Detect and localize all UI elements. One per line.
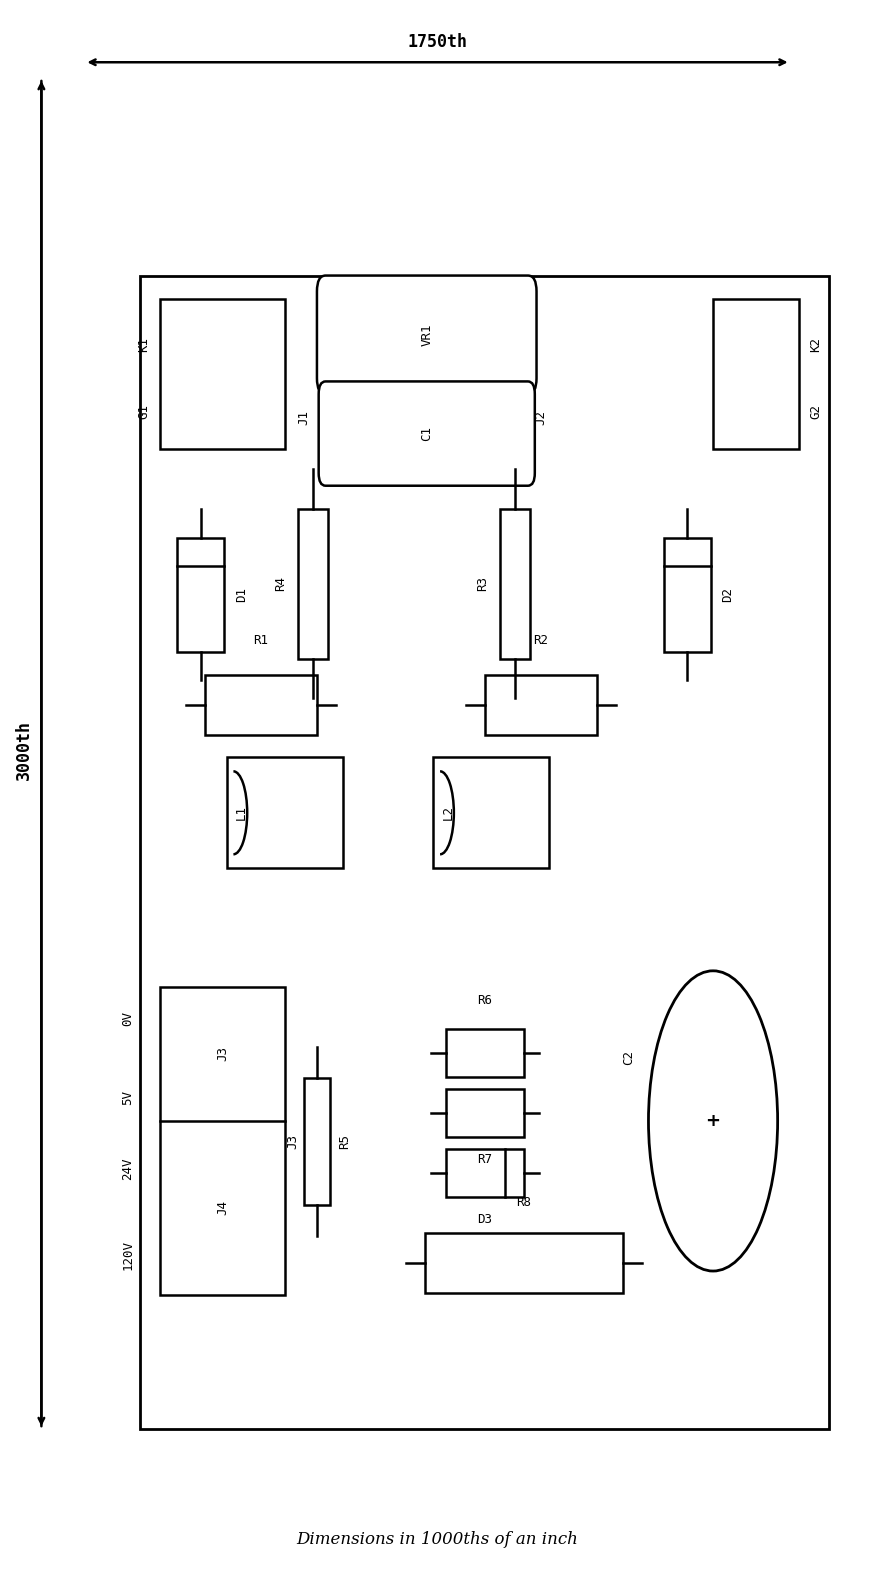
Text: D3: D3 (478, 1213, 493, 1226)
Text: R7: R7 (478, 1152, 493, 1165)
Text: J4: J4 (216, 1200, 229, 1215)
Text: R3: R3 (477, 575, 490, 591)
Bar (177, 537, 224, 652)
Text: C1: C1 (420, 426, 433, 442)
Bar (160, 300, 285, 450)
Text: R5: R5 (339, 1133, 352, 1149)
Text: K1: K1 (136, 336, 150, 352)
Text: R2: R2 (534, 634, 549, 647)
Bar (304, 1078, 330, 1205)
Bar (227, 757, 343, 869)
Text: R1: R1 (254, 634, 269, 647)
Text: 0V: 0V (122, 1011, 135, 1025)
Bar (446, 1030, 523, 1076)
Bar (485, 676, 597, 735)
FancyBboxPatch shape (317, 276, 536, 394)
Text: 1750th: 1750th (408, 33, 467, 51)
Bar (298, 508, 328, 658)
Text: D2: D2 (721, 587, 734, 603)
Bar (446, 1089, 523, 1137)
Text: L1: L1 (235, 805, 248, 821)
Text: R6: R6 (478, 995, 493, 1007)
Bar (205, 676, 317, 735)
Bar (140, 276, 829, 1430)
Text: 3000th: 3000th (15, 719, 33, 779)
Text: L2: L2 (442, 805, 455, 821)
Text: J1: J1 (298, 410, 311, 426)
Bar (663, 537, 710, 652)
Bar (424, 1234, 623, 1293)
Text: +: + (705, 1113, 720, 1130)
Text: Dimensions in 1000ths of an inch: Dimensions in 1000ths of an inch (297, 1532, 578, 1548)
Text: J2: J2 (535, 410, 548, 426)
Text: R8: R8 (516, 1197, 531, 1210)
Bar (160, 987, 285, 1294)
FancyBboxPatch shape (318, 381, 535, 486)
Text: K2: K2 (809, 336, 822, 352)
Bar (433, 757, 550, 869)
Text: D1: D1 (234, 587, 248, 603)
Text: 120V: 120V (122, 1240, 135, 1270)
Text: G2: G2 (809, 405, 822, 419)
Text: C2: C2 (622, 1050, 635, 1065)
Bar (446, 1149, 523, 1197)
Text: J3: J3 (216, 1046, 229, 1062)
Text: 24V: 24V (122, 1157, 135, 1180)
Text: VR1: VR1 (420, 324, 433, 346)
Text: R4: R4 (274, 575, 287, 591)
Text: 5V: 5V (122, 1090, 135, 1105)
Text: J3: J3 (287, 1133, 300, 1149)
Bar (500, 508, 530, 658)
Text: G1: G1 (136, 405, 150, 419)
Bar (713, 300, 799, 450)
